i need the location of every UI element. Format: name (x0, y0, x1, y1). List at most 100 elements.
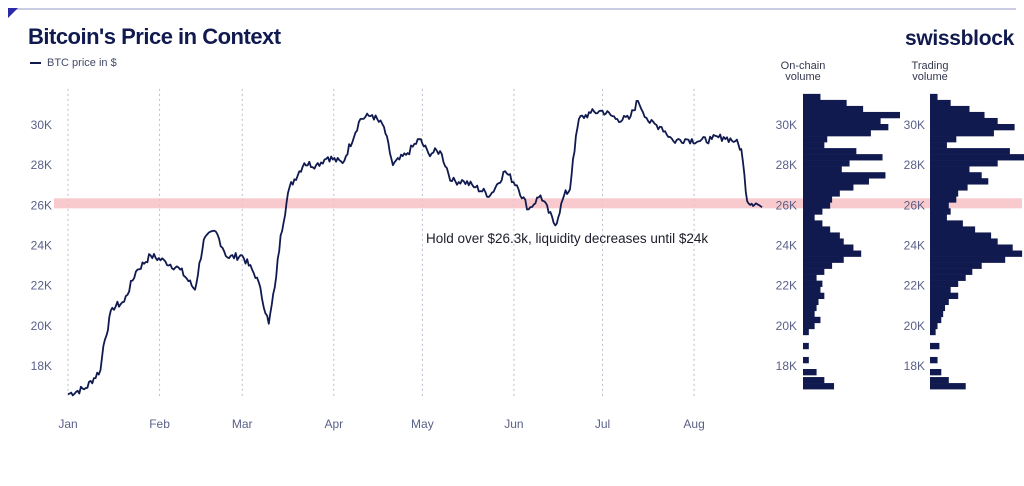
onchain-volume-y-tick-label: 30K (776, 118, 797, 132)
onchain-volume-bar (803, 214, 815, 221)
trading-volume-y-tick-label: 24K (904, 239, 925, 253)
trading-volume-bar (930, 316, 942, 324)
onchain-volume-bar (803, 184, 854, 191)
trading-volume-bar (930, 220, 963, 227)
trading-volume-bar (930, 148, 1010, 155)
onchain-volume-bar (803, 250, 862, 257)
onchain-volume-bar (803, 310, 815, 318)
trading-volume-bar (930, 274, 966, 281)
onchain-volume-bar (803, 268, 825, 275)
trading-volume-bar (930, 369, 942, 376)
onchain-volume-bar (803, 160, 850, 167)
onchain-volume-bar (803, 322, 815, 330)
trading-volume-bar (930, 328, 936, 336)
trading-volume-bar (930, 93, 938, 101)
onchain-volume-bar (803, 377, 825, 384)
trading-volume-y-tick-label: 26K (904, 198, 925, 212)
y-tick-label: 30K (31, 118, 52, 132)
trading-volume-bar (930, 238, 998, 245)
trading-volume-bar (930, 160, 998, 167)
trading-volume-bar (930, 196, 957, 203)
x-tick-label: Feb (149, 417, 170, 431)
y-tick-label: 18K (31, 359, 52, 373)
onchain-volume-bar (803, 316, 821, 324)
legend-label: BTC price in $ (47, 57, 117, 69)
onchain-volume-bar (803, 244, 854, 251)
trading-volume-bar (930, 178, 989, 185)
trading-volume-bar (930, 214, 947, 221)
trading-volume-bar (930, 130, 994, 137)
corner-accent (8, 8, 18, 18)
onchain-volume-title-line2: volume (785, 71, 820, 83)
onchain-volume-bar (803, 99, 847, 107)
onchain-volume-bar (803, 136, 828, 143)
onchain-volume-bar (803, 196, 833, 203)
trading-volume-bar (930, 190, 959, 197)
trading-volume-bar (930, 262, 982, 269)
onchain-volume-bar (803, 369, 817, 376)
legend: BTC price in $ (30, 57, 117, 69)
x-tick-label: May (411, 417, 434, 431)
trading-volume-bar (930, 117, 998, 125)
trading-volume-bar (930, 123, 1015, 131)
onchain-volume-bar (803, 383, 835, 390)
onchain-volume-bar (803, 123, 889, 131)
trading-volume-bar (930, 184, 968, 191)
onchain-volume-bar (803, 111, 900, 119)
trading-volume-bar (930, 280, 959, 287)
trading-volume-bar (930, 298, 949, 306)
trading-volume-bar (930, 256, 1006, 263)
trading-volume-bar (930, 304, 946, 312)
onchain-volume-bar (803, 166, 842, 173)
onchain-volume-bar (803, 172, 886, 179)
onchain-volume-bar (803, 304, 817, 312)
trading-volume-bar (930, 286, 951, 293)
trading-volume-bar (930, 342, 940, 350)
onchain-volume-title-line1: On-chain (781, 60, 826, 72)
legend-swatch (30, 62, 41, 64)
onchain-volume-bar (803, 292, 825, 300)
onchain-volume-bar (803, 178, 869, 185)
x-tick-label: Jun (504, 417, 523, 431)
y-tick-label: 26K (31, 198, 52, 212)
trading-volume-bar (930, 202, 949, 209)
onchain-volume-bar (803, 105, 864, 113)
x-tick-label: Jul (595, 417, 610, 431)
trading-volume-y-tick-label: 20K (904, 319, 925, 333)
trading-volume-bar (930, 232, 992, 239)
trading-volume-bar (930, 166, 970, 173)
btc-price-line (67, 100, 763, 397)
trading-volume-bar (930, 356, 938, 364)
trading-volume-bar (930, 226, 976, 233)
x-tick-label: Mar (232, 417, 253, 431)
onchain-volume-bar (803, 208, 823, 215)
trading-volume-bar (930, 208, 951, 215)
onchain-volume-bar (803, 130, 871, 137)
onchain-volume-bar (803, 256, 844, 263)
trading-volume-bar (930, 154, 1024, 161)
trading-volume-bar (930, 268, 973, 275)
trading-volume-y-tick-label: 22K (904, 279, 925, 293)
trading-volume-y-tick-label: 18K (904, 359, 925, 373)
onchain-volume-bar (803, 232, 840, 239)
trading-volume-bar (930, 383, 966, 390)
support-band (54, 198, 1022, 209)
onchain-volume-bar (803, 274, 817, 281)
trading-volume-bar (930, 99, 951, 107)
top-rule (10, 8, 1016, 10)
onchain-volume-bar (803, 342, 809, 350)
trading-volume-bar (930, 244, 1013, 251)
chart-title: Bitcoin's Price in Context (28, 24, 281, 49)
trading-volume-bar (930, 172, 982, 179)
onchain-volume-bar (803, 226, 831, 233)
trading-volume-bar (930, 292, 959, 300)
x-tick-label: Apr (324, 417, 343, 431)
onchain-volume-bar (803, 117, 881, 125)
onchain-volume-y-tick-label: 26K (776, 198, 797, 212)
onchain-volume-bar (803, 262, 833, 269)
onchain-volume-bar (803, 220, 823, 227)
onchain-volume-y-tick-label: 28K (776, 158, 797, 172)
trading-volume-bar (930, 322, 938, 330)
onchain-volume-y-tick-label: 24K (776, 239, 797, 253)
